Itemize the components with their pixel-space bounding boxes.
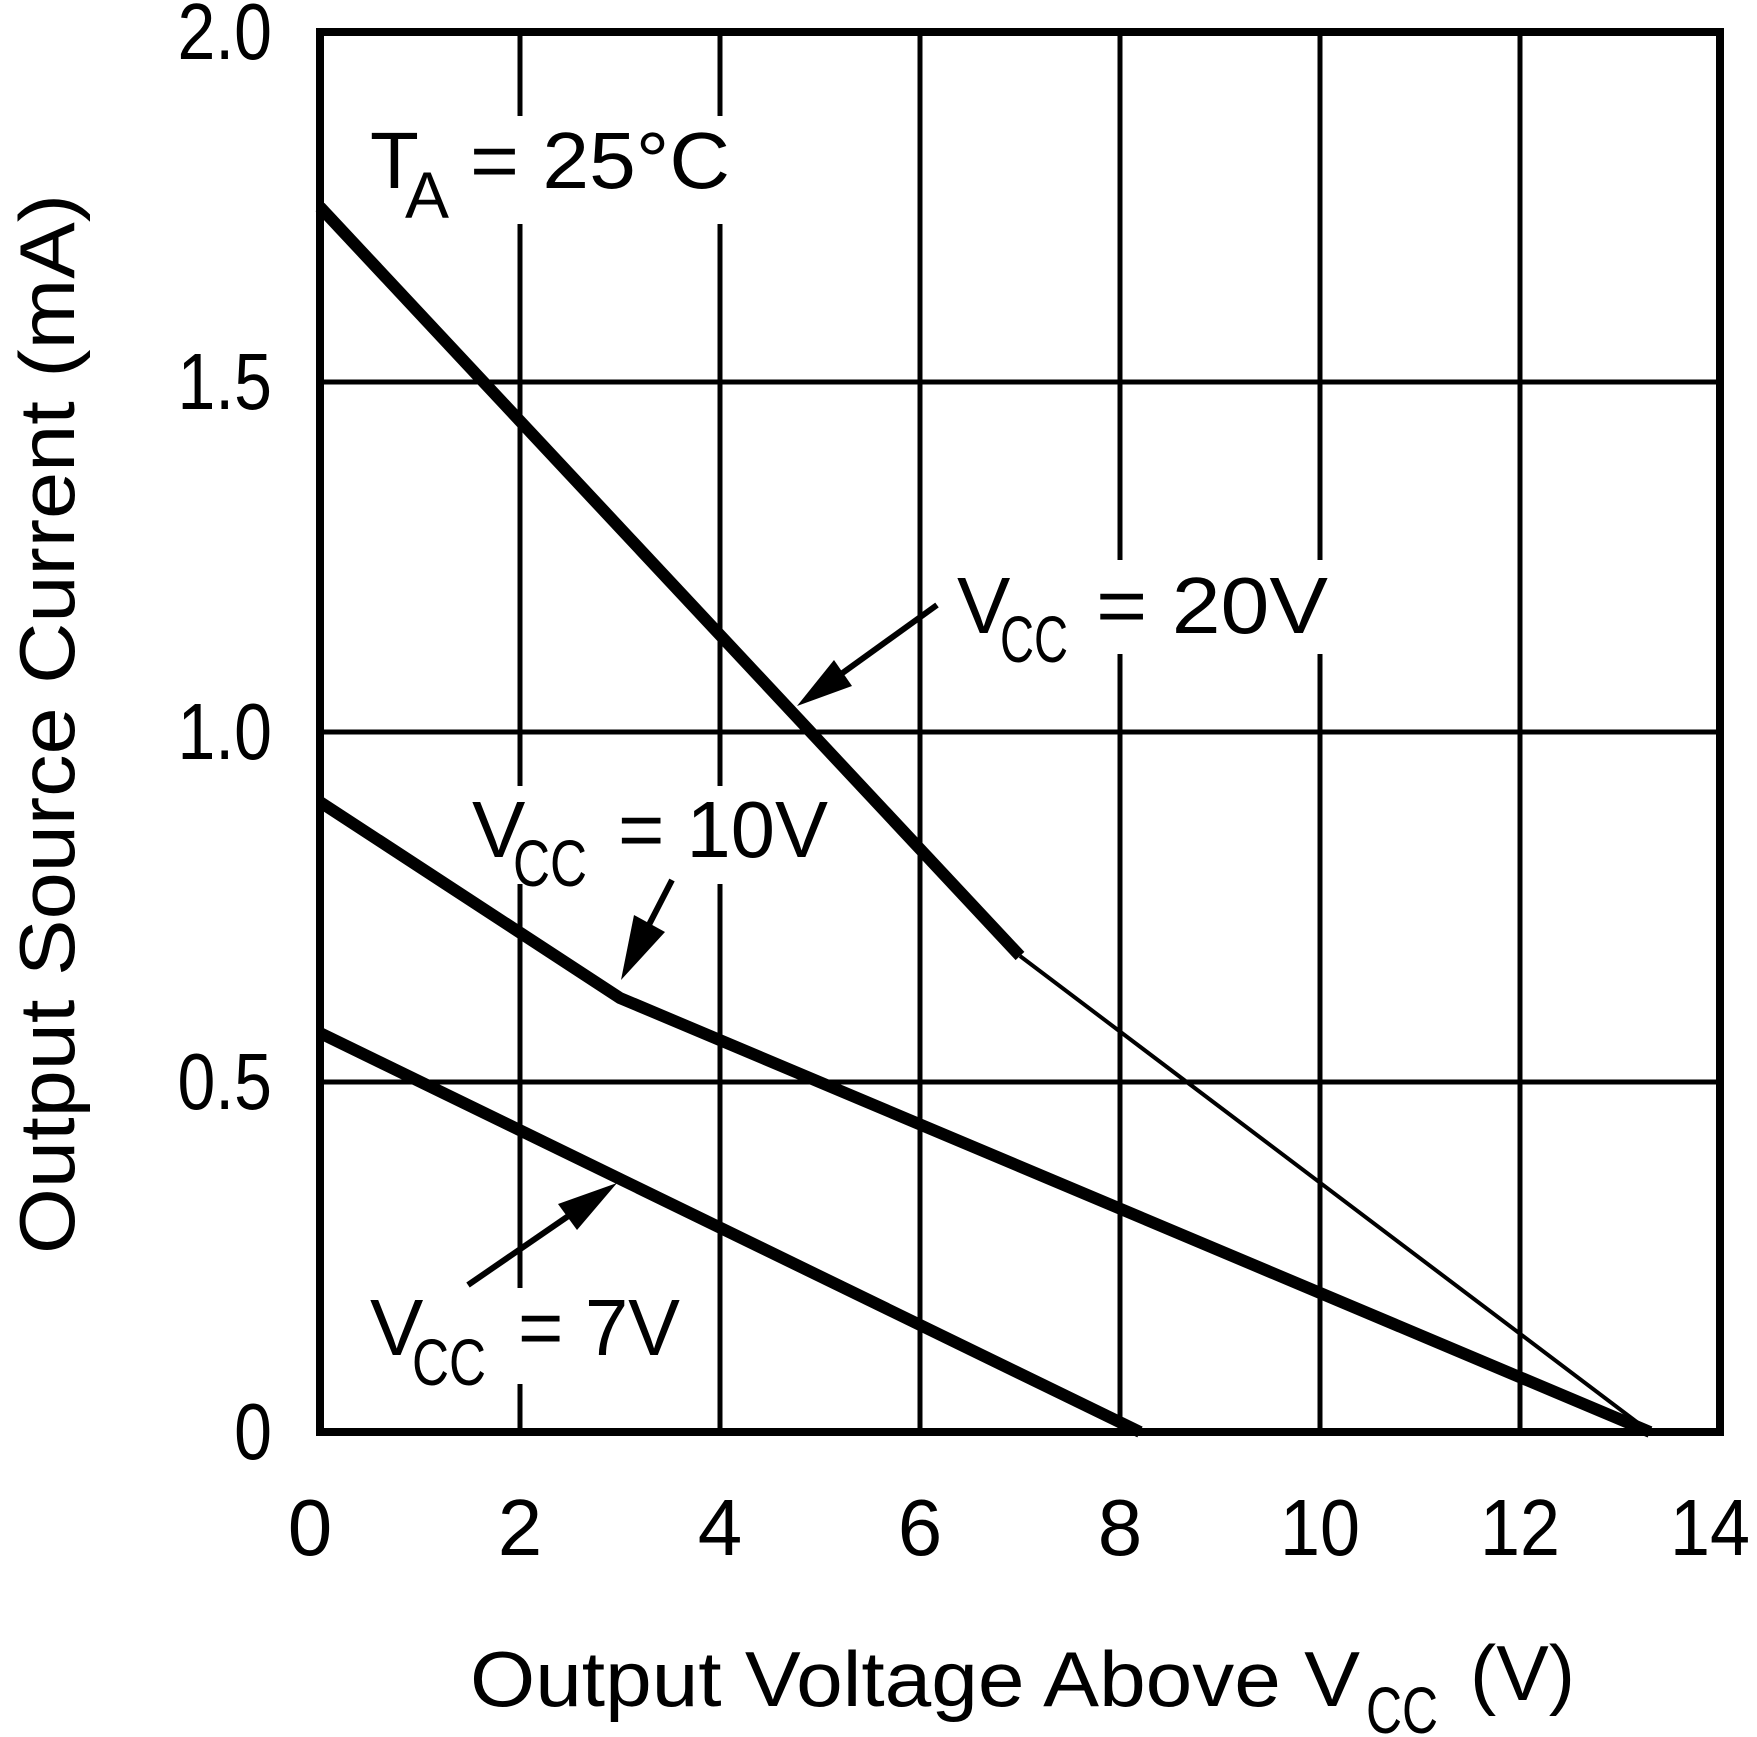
arrow-vcc-10v [621, 878, 675, 980]
y-tick-label: 1.5 [177, 337, 272, 426]
y-tick-label: 2.0 [177, 0, 272, 76]
x-tick-label: 14 [1670, 1483, 1750, 1572]
annotation-ta-main: T [370, 116, 419, 205]
y-tick-label: 0.5 [177, 1037, 272, 1126]
arrowhead-icon [797, 660, 852, 706]
y-tick-label: 1.0 [177, 687, 272, 776]
arrowhead-icon [621, 915, 665, 980]
grid [320, 32, 1720, 1432]
curve-vcc-10v [316, 796, 1653, 1438]
curve-vcc-7v [317, 1027, 1143, 1438]
x-tick-label: 6 [898, 1483, 943, 1572]
x-tick-label: 2 [498, 1483, 543, 1572]
x-axis-label: Output Voltage Above V CC (V) [470, 1629, 1575, 1737]
annotation-vcc-10v: V CC = 10V [472, 785, 829, 900]
annotation-vcc-7v: V CC = 7V [370, 1283, 681, 1399]
label-backgrounds [362, 116, 1338, 1384]
x-tick-label: 0 [288, 1483, 333, 1572]
x-tick-label: 8 [1098, 1483, 1143, 1572]
annotation-vcc-20v-main: V [957, 561, 1011, 650]
curve-vcc-20v [315, 202, 1025, 961]
x-tick-label: 12 [1480, 1483, 1560, 1572]
annotation-vcc-20v-sub: CC [1000, 602, 1068, 676]
annotation-vcc-7v-sub: CC [412, 1325, 486, 1399]
y-tick-labels: 2.0 1.5 1.0 0.5 0 [177, 0, 272, 1476]
x-axis-label-sub: CC [1366, 1673, 1438, 1737]
y-tick-label: 0 [234, 1387, 272, 1476]
annotation-vcc-20v-rest: = 20V [1096, 561, 1329, 650]
annotation-arrows [466, 602, 939, 1288]
annotation-vcc-20v: V CC = 20V [957, 561, 1329, 676]
x-tick-label: 4 [698, 1483, 743, 1572]
x-tick-labels: 0 2 4 6 8 10 12 14 [288, 1483, 1750, 1572]
curves [315, 202, 1653, 1438]
annotation-vcc-7v-rest: = 7V [518, 1283, 681, 1372]
arrow-vcc-7v [466, 1183, 617, 1288]
annotation-ta-sub: A [405, 158, 449, 232]
arrowhead-icon [558, 1183, 617, 1230]
x-axis-label-unit: (V) [1470, 1629, 1575, 1717]
annotation-vcc-7v-main: V [370, 1283, 424, 1372]
annotation-ta-rest: = 25°C [470, 116, 730, 205]
x-axis-label-main: Output Voltage Above V [470, 1635, 1360, 1723]
annotation-ta: T A = 25°C [370, 116, 730, 232]
annotation-vcc-10v-main: V [472, 785, 526, 874]
y-axis-label: Output Source Current (mA) [3, 194, 91, 1254]
curve-vcc-20v-extension [1018, 954, 1652, 1434]
annotation-vcc-10v-rest: = 10V [618, 785, 829, 874]
plot-frame [316, 28, 1724, 1436]
x-tick-label: 10 [1280, 1483, 1360, 1572]
annotation-vcc-10v-sub: CC [513, 826, 587, 900]
arrow-vcc-20v [797, 602, 939, 706]
